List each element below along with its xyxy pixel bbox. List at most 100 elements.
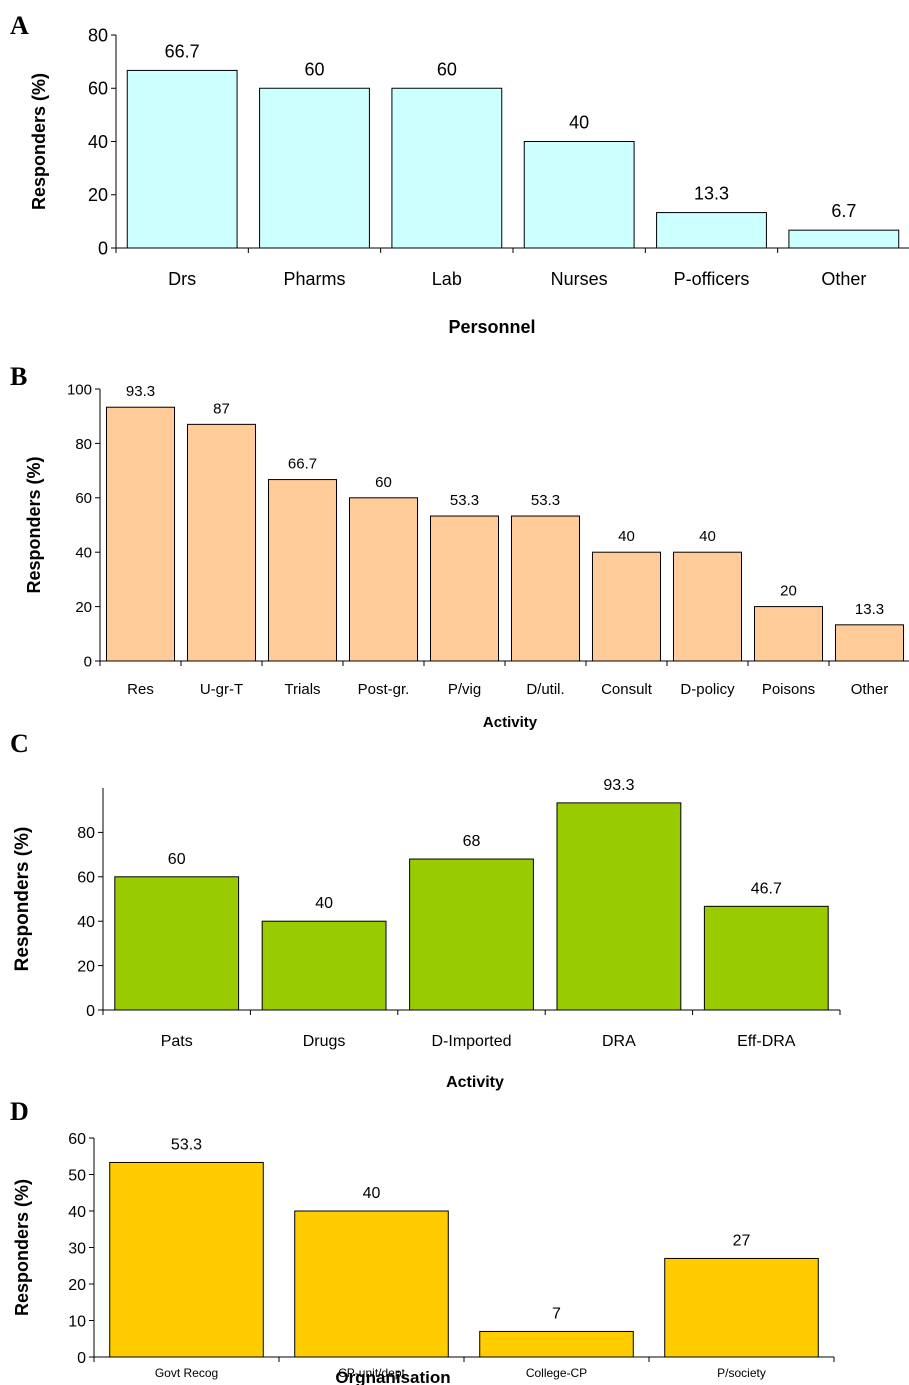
data-label: 60 [168,851,186,868]
data-label: 93.3 [603,777,634,794]
data-label: 40 [315,895,333,912]
panel-letter: B [10,362,27,391]
bar-cp-unit-dept [294,1210,449,1358]
x-tick-label: Consult [601,681,653,698]
x-tick-label: P/vig [448,681,481,698]
x-tick-label: Post-gr. [358,681,410,698]
y-tick-label: 80 [75,436,92,453]
panel-letter: C [10,729,29,758]
x-tick-label: P-officers [674,269,750,289]
x-tick-label: DRA [602,1033,636,1050]
x-axis-title: Activity [446,1074,504,1091]
x-tick-label: Poisons [762,681,815,698]
y-axis-title: Responders (%) [24,456,44,593]
x-tick-label: U-gr-T [200,681,243,698]
x-tick-label: Pats [161,1033,193,1050]
data-label: 60 [437,59,457,79]
data-label: 68 [463,833,481,850]
chart-panel-b: B 0 20 40 60 80 100 93.3 Res 87 U-gr-T 66.7 Trials 6… [10,362,909,731]
x-tick-label: Trials [284,681,320,698]
bar-nurses [523,141,635,249]
data-label: 20 [780,583,797,600]
bar-pharms [259,87,370,249]
y-axis-title: Responders (%) [12,827,33,972]
data-label: 87 [213,400,230,417]
data-label: 40 [569,113,589,133]
data-label: 60 [375,474,392,491]
data-label: 13.3 [855,601,884,618]
y-tick-label: 40 [88,132,108,152]
x-tick-label: D-Imported [431,1033,511,1050]
data-label: 53.3 [450,492,479,509]
data-label: 6.7 [831,201,856,221]
y-tick-label: 10 [68,1313,86,1330]
data-label: 66.7 [165,41,200,61]
y-tick-label: 50 [68,1167,86,1184]
y-tick-label: 60 [75,490,92,507]
y-tick-label: 80 [77,825,95,842]
y-tick-label: 60 [88,79,108,99]
chart-panel-d: D 0 10 20 30 40 50 60 53.3 Govt Recog 40 CP-unit/d… [10,1097,835,1385]
bar-other [788,229,900,249]
x-tick-label: Govt Recog [155,1366,218,1380]
bar-p-vig [429,515,500,662]
y-tick-label: 0 [77,1350,86,1367]
data-label: 40 [618,528,635,545]
y-tick-label: 60 [68,1131,86,1148]
bar-eff-dra [703,905,829,1011]
y-tick-label: 0 [84,653,92,670]
x-tick-label: D/util. [526,681,564,698]
y-tick-label: 80 [88,25,108,45]
x-tick-label: Lab [432,269,462,289]
bar-post-gr- [348,497,419,662]
data-label: 93.3 [126,383,155,400]
chart-panel-c: C 0 20 40 60 80 60 Pats 40 Drugs 68 D-Imported 93.3… [10,729,841,1091]
bar-u-gr-t [186,423,257,662]
bar-govt-recog [109,1161,264,1358]
data-label: 40 [699,528,716,545]
x-tick-label: D-policy [680,681,735,698]
y-tick-label: 40 [77,914,95,931]
bar-pats [114,876,240,1011]
x-tick-label: Other [851,681,889,698]
bar-d-imported [409,858,534,1011]
chart-panel-a: A 0 20 40 60 80 66.7 Drs 60 Pharms 60 Lab 40 Nurses 1… [10,11,909,337]
y-tick-label: 40 [68,1204,86,1221]
x-tick-label: Other [821,269,866,289]
data-label: 53.3 [531,492,560,509]
x-tick-label: P/society [717,1366,766,1380]
data-label: 60 [304,59,324,79]
bar-consult [591,551,662,662]
bar-lab [391,87,503,249]
y-tick-label: 40 [75,545,92,562]
data-label: 7 [552,1305,561,1322]
data-label: 40 [363,1185,381,1202]
bar-dra [556,802,682,1011]
data-label: 46.7 [751,880,782,897]
x-tick-label: College-CP [526,1366,587,1380]
bar-p-officers [656,212,767,249]
data-label: 27 [733,1232,751,1249]
x-axis-title: Personnel [448,317,535,337]
y-tick-label: 0 [86,1003,95,1020]
y-tick-label: 20 [75,599,92,616]
y-tick-label: 20 [68,1277,86,1294]
x-tick-label: Res [127,681,154,698]
y-tick-label: 100 [67,381,92,398]
bar-other [834,624,905,662]
bar-drs [126,69,238,249]
x-tick-label: Pharms [283,269,345,289]
x-axis-title: Activity [483,714,538,731]
y-tick-label: 20 [88,185,108,205]
bar-college-cp [479,1330,634,1358]
x-tick-label: Eff-DRA [737,1033,796,1050]
x-axis-title: Orgnanisation [335,1368,450,1385]
bar-res [105,406,176,662]
y-tick-label: 60 [77,870,95,887]
x-tick-label: Drs [168,269,196,289]
y-tick-label: 20 [77,958,95,975]
bar-d-policy [672,551,743,662]
x-tick-label: Nurses [551,269,608,289]
y-axis-title: Responders (%) [12,1179,32,1316]
